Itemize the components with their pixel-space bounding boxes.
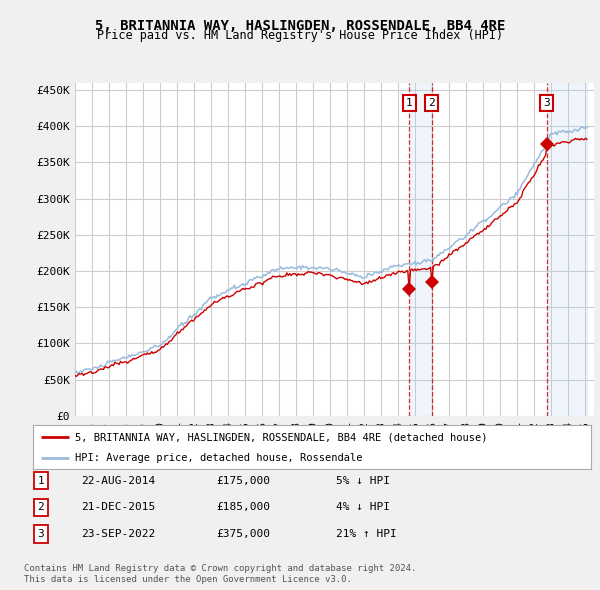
Text: 22-AUG-2014: 22-AUG-2014	[81, 476, 155, 486]
Text: 5, BRITANNIA WAY, HASLINGDEN, ROSSENDALE, BB4 4RE (detached house): 5, BRITANNIA WAY, HASLINGDEN, ROSSENDALE…	[75, 432, 487, 442]
Text: 4% ↓ HPI: 4% ↓ HPI	[336, 503, 390, 512]
Text: HPI: Average price, detached house, Rossendale: HPI: Average price, detached house, Ross…	[75, 453, 362, 463]
Text: £185,000: £185,000	[216, 503, 270, 512]
Text: 1: 1	[406, 98, 413, 108]
Text: 3: 3	[544, 98, 550, 108]
Text: 21% ↑ HPI: 21% ↑ HPI	[336, 529, 397, 539]
Text: 5, BRITANNIA WAY, HASLINGDEN, ROSSENDALE, BB4 4RE: 5, BRITANNIA WAY, HASLINGDEN, ROSSENDALE…	[95, 19, 505, 33]
Text: 23-SEP-2022: 23-SEP-2022	[81, 529, 155, 539]
Text: £375,000: £375,000	[216, 529, 270, 539]
Text: Price paid vs. HM Land Registry's House Price Index (HPI): Price paid vs. HM Land Registry's House …	[97, 30, 503, 42]
Text: 5% ↓ HPI: 5% ↓ HPI	[336, 476, 390, 486]
Text: £175,000: £175,000	[216, 476, 270, 486]
Text: 2: 2	[37, 503, 44, 512]
Text: 21-DEC-2015: 21-DEC-2015	[81, 503, 155, 512]
Bar	[547, 83, 587, 416]
Text: This data is licensed under the Open Government Licence v3.0.: This data is licensed under the Open Gov…	[24, 575, 352, 584]
Bar	[409, 83, 432, 416]
Text: Contains HM Land Registry data © Crown copyright and database right 2024.: Contains HM Land Registry data © Crown c…	[24, 565, 416, 573]
Text: 1: 1	[37, 476, 44, 486]
Text: 3: 3	[37, 529, 44, 539]
Text: 2: 2	[428, 98, 435, 108]
